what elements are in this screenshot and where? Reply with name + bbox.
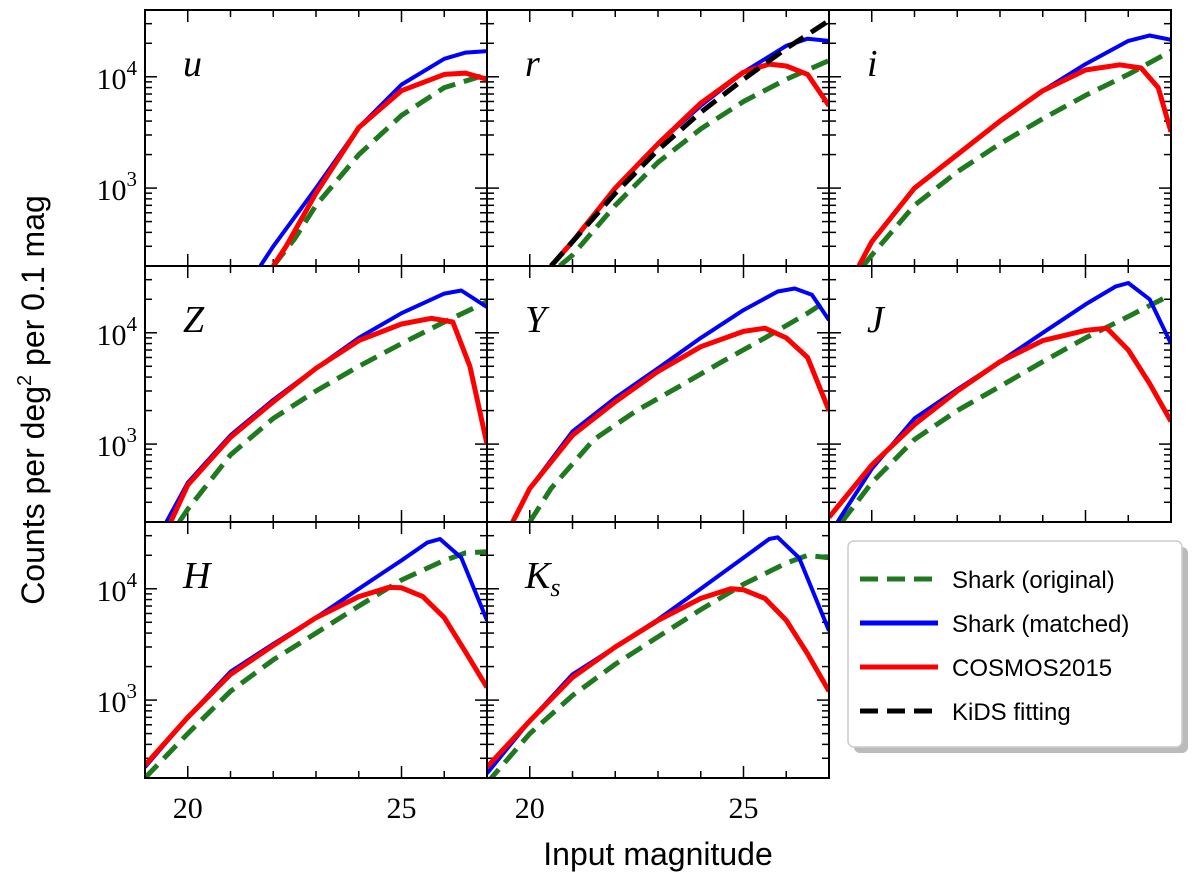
panel-frame <box>486 521 830 779</box>
panel-label: i <box>867 43 878 85</box>
y-tick-label: 103 <box>97 679 138 719</box>
panel-h: H 103 104 20 25 <box>97 521 488 825</box>
x-axis-label: Input magnitude <box>543 836 773 872</box>
y-tick-label: 103 <box>97 167 138 207</box>
series-original <box>177 299 487 522</box>
panel-ks: Ks 20 25 <box>486 521 830 825</box>
x-tick-label: 25 <box>729 792 759 825</box>
series-original <box>839 292 1171 522</box>
series-cosmos <box>145 584 487 767</box>
panel-j: J <box>828 265 1172 523</box>
y-tick-label: 104 <box>97 568 138 608</box>
panel-frame <box>828 265 1172 523</box>
legend-box <box>847 540 1183 748</box>
panel-label: Y <box>525 299 550 341</box>
series-original <box>861 48 1171 266</box>
series-original <box>145 549 487 778</box>
series-cosmos <box>856 62 1171 266</box>
panel-u: u 103 104 <box>97 9 488 267</box>
series-kids <box>549 18 829 266</box>
panel-label: Ks <box>524 555 560 602</box>
panel-label: J <box>867 299 886 341</box>
legend-label: Shark (matched) <box>952 611 1129 638</box>
panel-label: r <box>525 43 540 85</box>
panel-label: H <box>182 555 213 597</box>
y-tick-label: 104 <box>97 56 138 96</box>
panel-i: i <box>828 9 1172 267</box>
series-matched <box>549 36 829 266</box>
legend: Shark (original) Shark (matched) COSMOS201… <box>847 540 1188 753</box>
panels-group: u 103 104 r i Z 103 104 Y J H 103 104 20 25 Ks 20 25 <box>97 9 1172 825</box>
y-axis-label: Counts per deg2 per 0.1 mag <box>14 195 51 605</box>
series-original <box>488 552 829 778</box>
series-matched <box>835 281 1171 522</box>
series-cosmos <box>487 586 829 769</box>
panel-label: u <box>183 43 202 85</box>
series-original <box>271 72 487 266</box>
x-tick-label: 20 <box>173 792 203 825</box>
series-cosmos <box>271 70 487 266</box>
panel-z: Z 103 104 <box>97 265 488 523</box>
series-cosmos <box>549 61 829 266</box>
y-tick-label: 103 <box>97 423 138 463</box>
y-tick-label: 104 <box>97 312 138 352</box>
series-matched <box>857 33 1171 266</box>
series-original <box>527 297 829 522</box>
legend-label: Shark (original) <box>952 567 1115 594</box>
series-original <box>558 58 829 266</box>
series-cosmos <box>168 315 487 522</box>
panel-y: Y <box>486 265 830 523</box>
series-cosmos <box>510 325 829 522</box>
panel-r: r <box>486 9 830 267</box>
legend-label: KiDS fitting <box>952 699 1071 726</box>
x-tick-label: 20 <box>515 792 545 825</box>
series-cosmos <box>829 325 1171 519</box>
panel-label: Z <box>183 299 205 341</box>
series-matched <box>510 286 829 522</box>
legend-label: COSMOS2015 <box>952 655 1112 682</box>
x-tick-label: 25 <box>387 792 417 825</box>
